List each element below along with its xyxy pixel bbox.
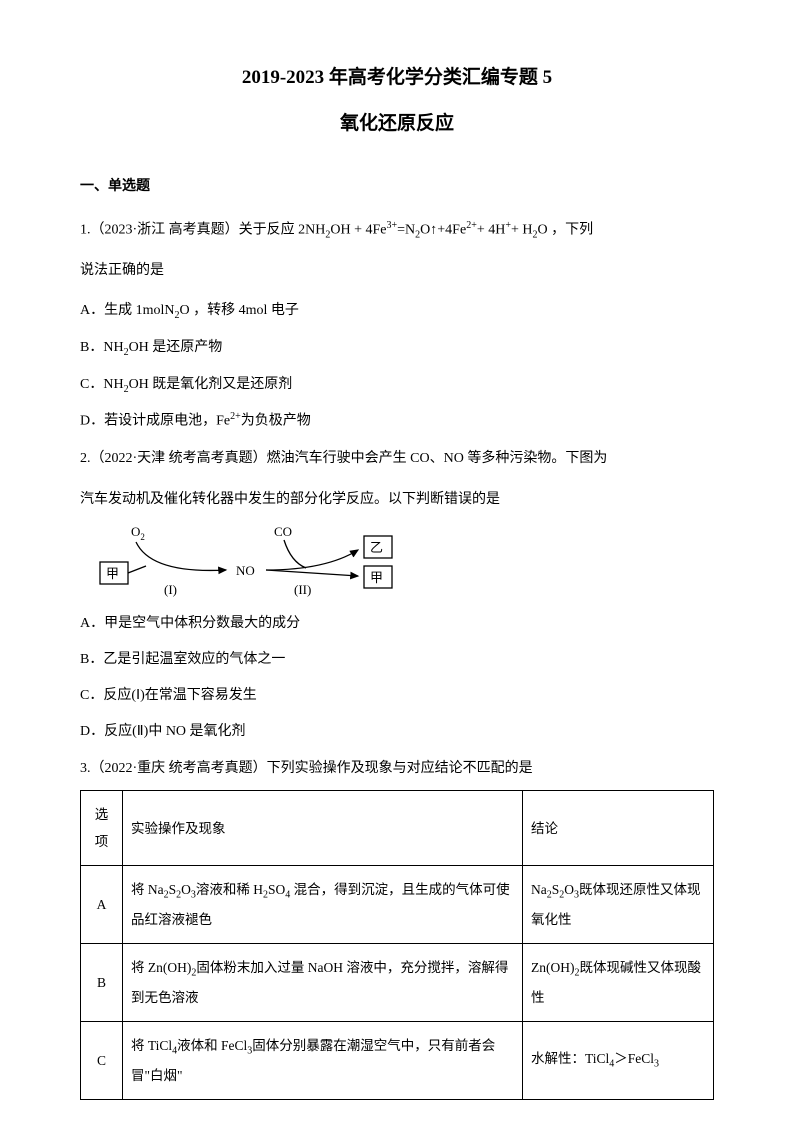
svg-text:(II): (II) xyxy=(294,582,311,597)
t: SO xyxy=(268,882,285,897)
t: O xyxy=(181,882,191,897)
q1-optC-b: OH 既是氧化剂又是还原剂 xyxy=(129,377,293,392)
t: 将 Na xyxy=(131,882,164,897)
header-concl: 结论 xyxy=(523,791,714,866)
q2-stem-2: 汽车发动机及催化转化器中发生的部分化学反应。以下判断错误的是 xyxy=(80,485,714,516)
q1-stem: 1.（2023·浙江 高考真题）关于反应 2NH2OH + 4Fe3+=N2O↑… xyxy=(80,215,714,246)
header-option: 选项 xyxy=(81,791,123,866)
t: Na xyxy=(531,882,547,897)
t: 溶液和稀 H xyxy=(196,882,263,897)
q1-option-b: B．NH2OH 是还原产物 xyxy=(80,334,714,363)
q3-stem: 3.（2022·重庆 统考高考真题）下列实验操作及现象与对应结论不匹配的是 xyxy=(80,754,714,785)
q1-optA-b: O ，转移 4mol 电子 xyxy=(180,303,299,318)
row-a-opt: A xyxy=(81,866,123,944)
table-row: A 将 Na2S2O3溶液和稀 H2SO4 混合，得到沉淀，且生成的气体可使品红… xyxy=(81,866,714,944)
q1-stem-e: + 4H xyxy=(477,222,506,237)
q2-option-d: D．反应(Ⅱ)中 NO 是氧化剂 xyxy=(80,718,714,746)
t: S xyxy=(169,882,177,897)
q1-optC-a: C．NH xyxy=(80,377,124,392)
row-b-desc: 将 Zn(OH)2固体粉末加入过量 NaOH 溶液中，充分搅拌，溶解得到无色溶液 xyxy=(123,944,523,1022)
row-c-desc: 将 TiCl4液体和 FeCl3固体分别暴露在潮湿空气中，只有前者会冒"白烟" xyxy=(123,1021,523,1099)
table-row: B 将 Zn(OH)2固体粉末加入过量 NaOH 溶液中，充分搅拌，溶解得到无色… xyxy=(81,944,714,1022)
reaction-diagram: O2 CO NO 甲 乙 甲 (I) (II) xyxy=(96,522,416,600)
q1-optD-b: 为负极产物 xyxy=(241,414,311,429)
q1-stem-d: O↑+4Fe xyxy=(420,222,466,237)
svg-text:(I): (I) xyxy=(164,582,177,597)
t: Zn(OH) xyxy=(531,960,575,975)
q1-option-d: D．若设计成原电池，Fe2+为负极产物 xyxy=(80,407,714,436)
svg-text:甲: 甲 xyxy=(106,566,119,581)
q1-stem-b: OH + 4Fe xyxy=(330,222,386,237)
q2-option-c: C．反应(Ⅰ)在常温下容易发生 xyxy=(80,682,714,710)
row-a-concl: Na2S2O3既体现还原性又体现氧化性 xyxy=(523,866,714,944)
section-heading: 一、单选题 xyxy=(80,174,714,201)
title-line-2: 氧化还原反应 xyxy=(80,106,714,142)
q1-option-a: A．生成 1molN2O ，转移 4mol 电子 xyxy=(80,297,714,326)
table-row: C 将 TiCl4液体和 FeCl3固体分别暴露在潮湿空气中，只有前者会冒"白烟… xyxy=(81,1021,714,1099)
row-b-opt: B xyxy=(81,944,123,1022)
row-c-concl: 水解性：TiCl4＞FeCl3 xyxy=(523,1021,714,1099)
svg-text:NO: NO xyxy=(236,563,255,578)
q1-stem-g: O ，下列 xyxy=(538,222,594,237)
q1-stem-c: =N xyxy=(397,222,415,237)
t: 水解性：TiCl xyxy=(531,1051,609,1066)
t: 将 Zn(OH) xyxy=(131,960,191,975)
q1-optD-a: D．若设计成原电池，Fe xyxy=(80,414,230,429)
q1-stem-a: 1.（2023·浙江 高考真题）关于反应 2NH xyxy=(80,222,325,237)
svg-text:甲: 甲 xyxy=(370,570,383,585)
q1-optB-b: OH 是还原产物 xyxy=(129,340,223,355)
q2-option-a: A．甲是空气中体积分数最大的成分 xyxy=(80,610,714,638)
q1-optB-a: B．NH xyxy=(80,340,124,355)
q1-optA-a: A．生成 1molN xyxy=(80,303,175,318)
table-header-row: 选项 实验操作及现象 结论 xyxy=(81,791,714,866)
header-desc: 实验操作及现象 xyxy=(123,791,523,866)
t: 液体和 FeCl xyxy=(177,1038,247,1053)
q2-stem-1: 2.（2022·天津 统考高考真题）燃油汽车行驶中会产生 CO、NO 等多种污染… xyxy=(80,444,714,475)
svg-text:CO: CO xyxy=(274,524,292,539)
title-line-1: 2019-2023 年高考化学分类汇编专题 5 xyxy=(80,60,714,96)
row-b-concl: Zn(OH)2既体现碱性又体现酸性 xyxy=(523,944,714,1022)
q1-stem-2: 说法正确的是 xyxy=(80,256,714,287)
svg-text:乙: 乙 xyxy=(370,540,383,555)
t: 将 TiCl xyxy=(131,1038,172,1053)
svg-text:O2: O2 xyxy=(131,524,145,542)
row-c-opt: C xyxy=(81,1021,123,1099)
t: O xyxy=(564,882,574,897)
row-a-desc: 将 Na2S2O3溶液和稀 H2SO4 混合，得到沉淀，且生成的气体可使品红溶液… xyxy=(123,866,523,944)
q3-table: 选项 实验操作及现象 结论 A 将 Na2S2O3溶液和稀 H2SO4 混合，得… xyxy=(80,790,714,1099)
q2-option-b: B．乙是引起温室效应的气体之一 xyxy=(80,646,714,674)
q1-stem-f: + H xyxy=(511,222,533,237)
q1-option-c: C．NH2OH 既是氧化剂又是还原剂 xyxy=(80,371,714,400)
t: ＞FeCl xyxy=(614,1051,654,1066)
